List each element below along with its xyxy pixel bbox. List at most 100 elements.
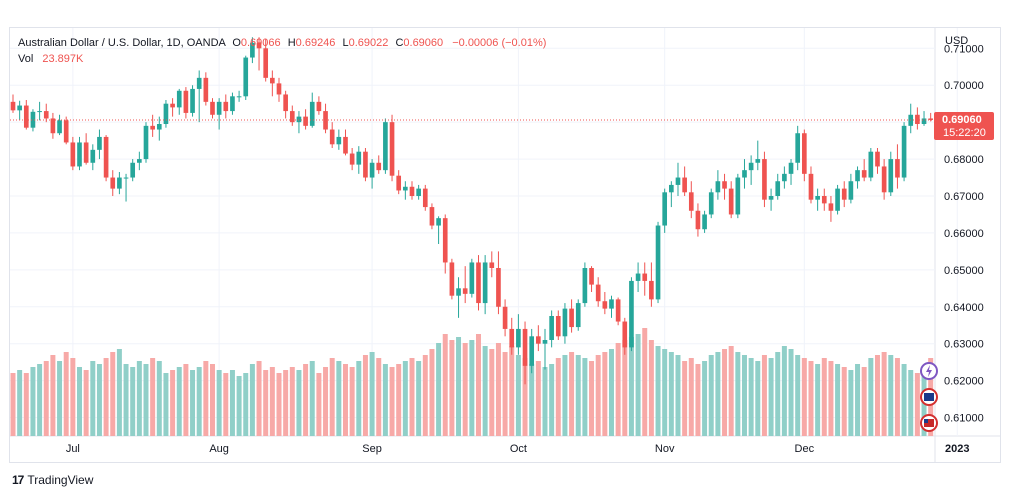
currency-label[interactable]: USD [945,35,969,47]
candle-body [216,101,222,115]
candle-body [17,105,22,111]
price-tag-price: 0.69060 [942,114,982,126]
candle-body [276,83,282,95]
candle-body [728,188,734,215]
volume-bar [323,367,329,436]
candle-body [915,114,920,124]
candle-body [436,218,441,226]
volume-bar [243,373,249,436]
candle-body [150,125,155,130]
volume-bar [329,358,335,436]
candle-body [589,268,594,285]
price-tag: 0.69060 15:22:20 [934,111,994,140]
volume-bar [223,373,229,436]
volume-bar [529,364,535,436]
volume-bar [436,343,442,436]
candle-body [702,214,707,230]
candle-body [555,316,561,337]
candle-body [289,111,295,123]
candle-body [309,101,315,126]
open-label: O [232,37,241,49]
x-tick-label: Sep [362,443,382,455]
volume-bar [835,364,841,436]
candle-body [675,177,681,185]
volume-bar [356,361,362,436]
volume-bar [921,376,927,436]
candle-body [403,186,408,191]
volume-bar [881,352,887,436]
y-tick-label: 0.62000 [944,376,984,388]
candle-body [230,96,235,112]
y-tick-label: 0.71000 [944,43,984,55]
y-tick-label: 0.65000 [944,265,984,277]
candle-body [708,192,714,215]
candle-body [615,299,621,322]
volume-bar [768,358,774,436]
volume-bar [90,361,96,436]
candle-body [396,175,402,191]
y-tick-label: 0.67000 [944,191,984,203]
footer-branding[interactable]: 17 TradingView [12,473,93,487]
y-tick-label: 0.63000 [944,339,984,351]
candle-body [802,133,807,174]
volume-bar [562,355,568,436]
volume-bar [535,361,541,436]
volume-bar [116,349,122,436]
candle-body [137,159,142,163]
price-axis[interactable]: 0.710000.700000.690000.680000.670000.660… [944,43,984,424]
candle-body [416,188,421,196]
candle-body [462,288,468,294]
event-badges[interactable] [920,362,938,432]
candlesticks [10,37,934,385]
x-tick-label: 2023 [945,443,969,455]
volume-bar [10,373,16,436]
candle-body [848,181,854,200]
volume-bar [176,367,182,436]
candle-body [821,196,827,204]
volume-label[interactable]: Vol [18,53,34,65]
y-tick-label: 0.61000 [944,413,984,425]
candle-body [888,159,894,193]
candle-body [223,101,229,112]
volume-bar [396,364,402,436]
candle-body [569,308,574,328]
volume-bar [83,370,89,436]
candle-body [622,321,628,348]
candle-body [349,153,355,165]
candle-body [23,105,29,128]
volume-bar [761,355,767,436]
chart-frame [9,27,1001,463]
symbol-title[interactable]: Australian Dollar / U.S. Dollar, 1D, OAN… [18,37,226,49]
high-value: 0.69246 [295,37,336,49]
candle-body [210,101,215,115]
volume-bar [183,364,189,436]
volume-bar [569,352,575,436]
candle-body [316,101,322,112]
candle-body [156,124,162,130]
candle-body [755,159,761,163]
volume-bar [190,370,196,436]
volume-bar [589,361,595,436]
candle-body [562,308,568,337]
candle-body [655,225,661,300]
volume-bar [256,361,262,436]
candle-body [861,170,867,178]
x-tick-label: Aug [209,443,229,455]
volume-bar [236,376,242,436]
candle-body [10,101,16,111]
candle-body [409,186,415,196]
volume-bar [389,367,395,436]
time-axis[interactable]: Jul Aug Sep Oct Nov Dec 2023 [66,443,970,455]
volume-bar [429,349,435,436]
volume-bar [416,361,422,436]
candle-body [236,96,242,98]
volume-bar [675,355,681,436]
volume-bar [874,355,880,436]
open-value: 0.69066 [240,37,281,49]
candle-body [256,42,262,49]
x-tick-label: Jul [66,443,80,455]
volume-bar [608,349,614,436]
volume-bar [150,358,156,436]
candle-body [582,268,588,304]
